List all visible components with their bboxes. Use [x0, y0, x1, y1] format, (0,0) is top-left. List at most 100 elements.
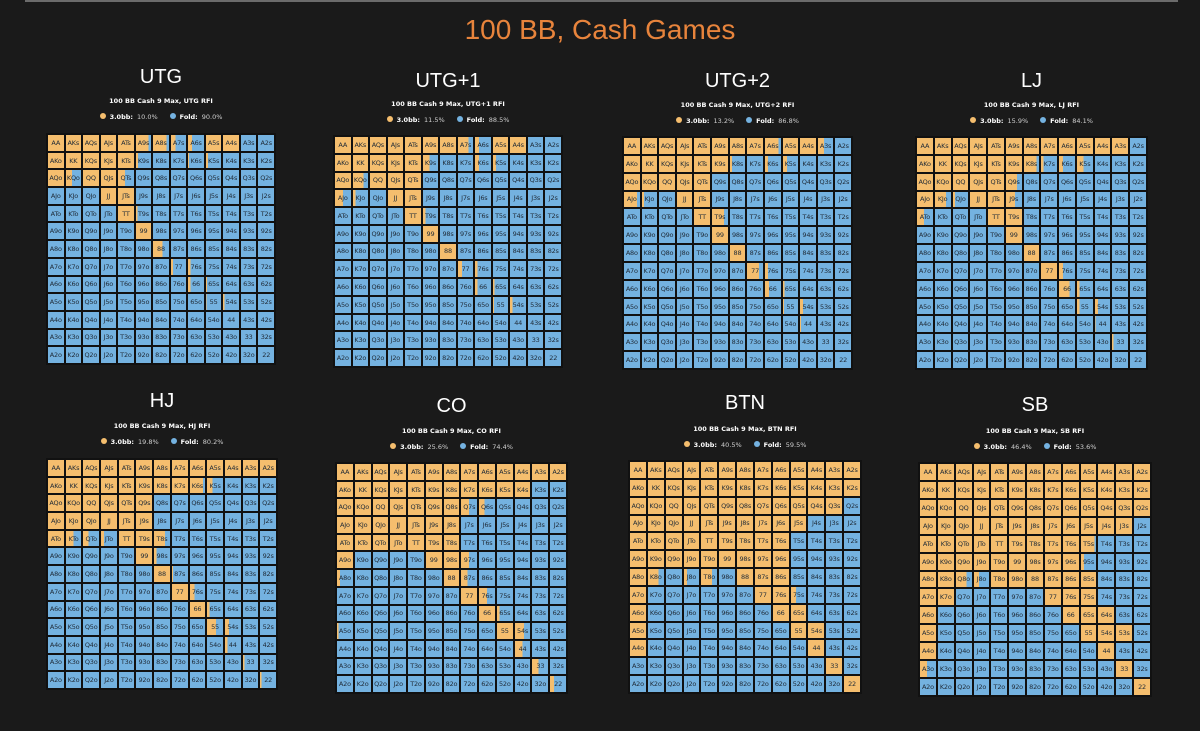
hand-cell: A7o	[48, 258, 64, 275]
hand-cell: QTs	[701, 497, 718, 514]
hand-cell: 82o	[153, 347, 169, 363]
hand-cell: 98o	[136, 566, 153, 582]
hand-cell: 97o	[719, 586, 736, 603]
hand-cell: ATs	[991, 464, 1008, 480]
hand-cell: 22	[835, 352, 851, 368]
hand-cell: 55	[1080, 625, 1097, 642]
legend-raise-label: 3.0bb:	[980, 117, 1004, 125]
hand-cell: 98s	[1027, 553, 1043, 570]
hand-cell: 64s	[223, 276, 239, 293]
hand-cell: T8s	[729, 209, 746, 226]
hand-cell: K3s	[240, 152, 257, 169]
hand-range-grid: AA AKs AQs AJs ATs A9s A8s A7s A6s A5s A4s A3s A2s AK…	[335, 462, 568, 694]
hand-cell: KJs	[100, 152, 117, 169]
hand-cell: T8o	[988, 245, 1004, 261]
hand-cell: J4s	[514, 517, 531, 533]
hand-cell: T6s	[479, 534, 495, 551]
hand-cell: Q4o	[659, 316, 675, 333]
hand-cell: T9o	[694, 227, 711, 244]
hand-cell: KK	[352, 154, 369, 171]
hand-cell: TT	[991, 535, 1008, 552]
hand-cell: 87s	[1044, 571, 1061, 588]
hand-cell: 63s	[240, 276, 257, 293]
hand-cell: Q6o	[370, 279, 386, 295]
legend-raise-value: 19.8%	[137, 438, 159, 446]
hand-cell: J3o	[973, 661, 990, 678]
hand-cell: J7s	[461, 517, 478, 533]
hand-cell: 52s	[260, 619, 276, 635]
hand-cell: KQs	[83, 152, 99, 169]
hand-cell: 95o	[136, 619, 153, 635]
hand-cell: 43o	[1094, 334, 1111, 351]
hand-cell: 85o	[1027, 625, 1043, 642]
legend-fold-label: Fold:	[470, 443, 489, 451]
hand-cell: A7s	[1044, 464, 1061, 480]
hand-cell: J5s	[1076, 191, 1093, 208]
hand-cell: 93s	[826, 551, 843, 568]
hand-cell: Q6s	[475, 172, 491, 189]
hand-cell: 84o	[443, 640, 460, 657]
hand-cell: 52s	[1134, 625, 1150, 642]
hand-cell: K9o	[65, 223, 82, 240]
hand-cell: 74o	[1044, 643, 1061, 660]
hand-cell: Q8s	[154, 495, 170, 512]
hand-cell: A5o	[630, 622, 646, 639]
hand-cell: 96o	[719, 604, 736, 621]
hand-cell: A3s	[532, 464, 549, 480]
hand-cell: 72s	[550, 587, 566, 604]
hand-cell: K6o	[937, 607, 954, 624]
hand-cell: K9s	[136, 477, 153, 494]
hand-cell: 97s	[171, 548, 188, 565]
hand-cell: A5o	[337, 623, 353, 639]
hand-cell: K6o	[641, 280, 658, 297]
hand-cell: Q5o	[372, 623, 389, 639]
hand-cell: JTs	[991, 517, 1008, 534]
chart-subtitle: 100 BB Cash 9 Max, HJ RFI	[113, 422, 211, 430]
chart-subtitle: 100 BB Cash 9 Max, SB RFI	[985, 427, 1085, 435]
hand-cell: 84s	[514, 570, 531, 586]
hand-cell: Q4s	[808, 497, 825, 514]
hand-cell: K6s	[764, 155, 781, 172]
hand-cell: A7o	[920, 589, 936, 606]
hand-cell: Q2o	[370, 350, 386, 366]
hand-cell: A8o	[335, 243, 351, 260]
hand-cell: 53o	[1076, 334, 1093, 351]
hand-cell: 53s	[1116, 625, 1133, 642]
hand-cell: 95s	[1076, 227, 1093, 244]
hand-cell: A3s	[826, 462, 843, 478]
hand-cell: 62s	[545, 279, 561, 295]
hand-cell: J3o	[101, 654, 117, 671]
hand-cell: QTs	[118, 170, 134, 187]
hand-cell: K9s	[135, 152, 152, 169]
hand-cell: 84o	[154, 636, 170, 653]
hand-cell: AKs	[934, 138, 951, 154]
chart-subtitle: 100 BB Cash 9 Max, UTG+1 RFI	[391, 100, 505, 108]
hand-cell: 99	[425, 552, 442, 569]
hand-cell: J4s	[223, 188, 239, 204]
hand-cell: 32s	[835, 334, 851, 351]
hand-cell: T8o	[701, 569, 718, 585]
hand-cell: AQo	[917, 173, 933, 190]
hand-cell: 94s	[514, 552, 531, 569]
hand-cell: 87s	[170, 241, 187, 257]
hand-cell: 93o	[422, 332, 439, 349]
hand-cell: J6o	[390, 605, 407, 622]
hand-cell: 43s	[527, 314, 544, 331]
hand-cell: 84o	[729, 316, 746, 333]
legend-item-fold: Fold: 74.4%	[460, 443, 513, 451]
hand-cell: T6o	[991, 607, 1008, 624]
hand-cell: 55	[205, 294, 222, 310]
hand-range-grid: AA AKs AQs AJs ATs A9s A8s A7s A6s A5s A4s A3s A2s AK…	[333, 135, 563, 368]
hand-cell: 75s	[205, 258, 222, 275]
hand-cell: 44	[1094, 316, 1111, 333]
hand-cell: 83s	[1116, 571, 1133, 588]
hand-cell: J3s	[242, 513, 259, 529]
hand-cell: K7s	[1044, 481, 1061, 498]
hand-cell: 42s	[844, 640, 860, 657]
hand-cell: T2s	[260, 530, 276, 547]
hand-cell: K2s	[260, 477, 276, 494]
hand-cell: AJs	[100, 135, 117, 151]
hand-cell: J4s	[808, 515, 825, 532]
hand-cell: A4o	[624, 316, 640, 333]
hand-cell: 95o	[1009, 625, 1026, 642]
